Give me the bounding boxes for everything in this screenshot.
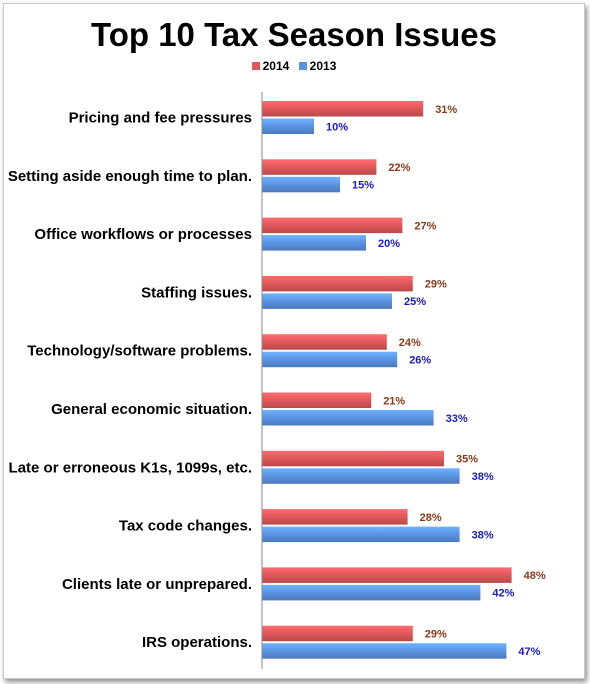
legend-swatch-2013 [298,62,307,70]
bar-2013 [262,410,434,426]
legend-swatch-2014 [251,62,260,70]
chart-frame: Top 10 Tax Season Issues 2014 2013 Prici… [3,3,585,679]
value-label-2013: 10% [326,121,348,133]
value-label-2013: 26% [409,354,431,366]
value-label-2014: 48% [524,570,546,582]
bar-2013 [262,584,481,601]
category-label: IRS operations. [142,634,252,651]
value-label-2014: 28% [420,512,442,524]
category-label: Clients late or unprepared. [62,576,252,593]
value-label-2014: 35% [456,454,478,466]
value-label-2014: 31% [435,104,457,116]
category-label: Tax code changes. [119,518,252,535]
bar-2014 [262,450,444,467]
value-label-2013: 47% [518,646,540,658]
bar-2014 [262,217,403,234]
bar-2014 [262,567,512,583]
legend-label-2013: 2013 [309,59,337,73]
category-label: Setting aside enough time to plan. [8,168,252,185]
value-label-2014: 22% [388,162,410,174]
category-label: Staffing issues. [141,284,252,301]
legend-item-2013: 2013 [298,59,337,73]
value-label-2013: 38% [472,471,494,483]
bar-2013 [262,643,507,659]
legend: 2014 2013 [4,59,584,73]
bar-2014 [262,392,372,408]
value-label-2013: 20% [378,238,400,250]
bar-2013 [262,468,460,484]
category-label: General economic situation. [51,401,252,418]
bar-2013 [262,293,392,309]
value-label-2014: 24% [399,337,421,349]
value-label-2013: 38% [472,529,494,541]
category-label: Late or erroneous K1s, 1099s, etc. [9,459,252,476]
value-label-2014: 29% [425,628,447,640]
bar-2013 [262,351,398,368]
value-label-2014: 27% [414,220,436,232]
legend-item-2014: 2014 [251,59,290,73]
bar-2014 [262,275,413,292]
bar-2014 [262,101,424,117]
category-label: Office workflows or processes [34,226,252,243]
bar-2014 [262,509,408,525]
legend-label-2014: 2014 [262,59,290,73]
bar-2013 [262,235,366,251]
bar-2014 [262,334,387,350]
bar-2014 [262,159,377,175]
value-label-2014: 21% [383,395,405,407]
bar-chart-plot: Pricing and fee pressures 31% 10% Setting a… [8,92,546,669]
value-label-2013: 15% [352,180,374,192]
category-label: Pricing and fee pressures [69,110,252,127]
bar-2013 [262,176,340,193]
bar-2014 [262,625,413,642]
value-label-2013: 42% [492,588,514,600]
value-label-2014: 29% [425,279,447,291]
bar-2013 [262,526,460,543]
category-label: Technology/software problems. [27,343,252,360]
bar-2013 [262,118,314,134]
value-label-2013: 33% [446,413,468,425]
value-label-2013: 25% [404,296,426,308]
chart-title: Top 10 Tax Season Issues [91,16,497,53]
